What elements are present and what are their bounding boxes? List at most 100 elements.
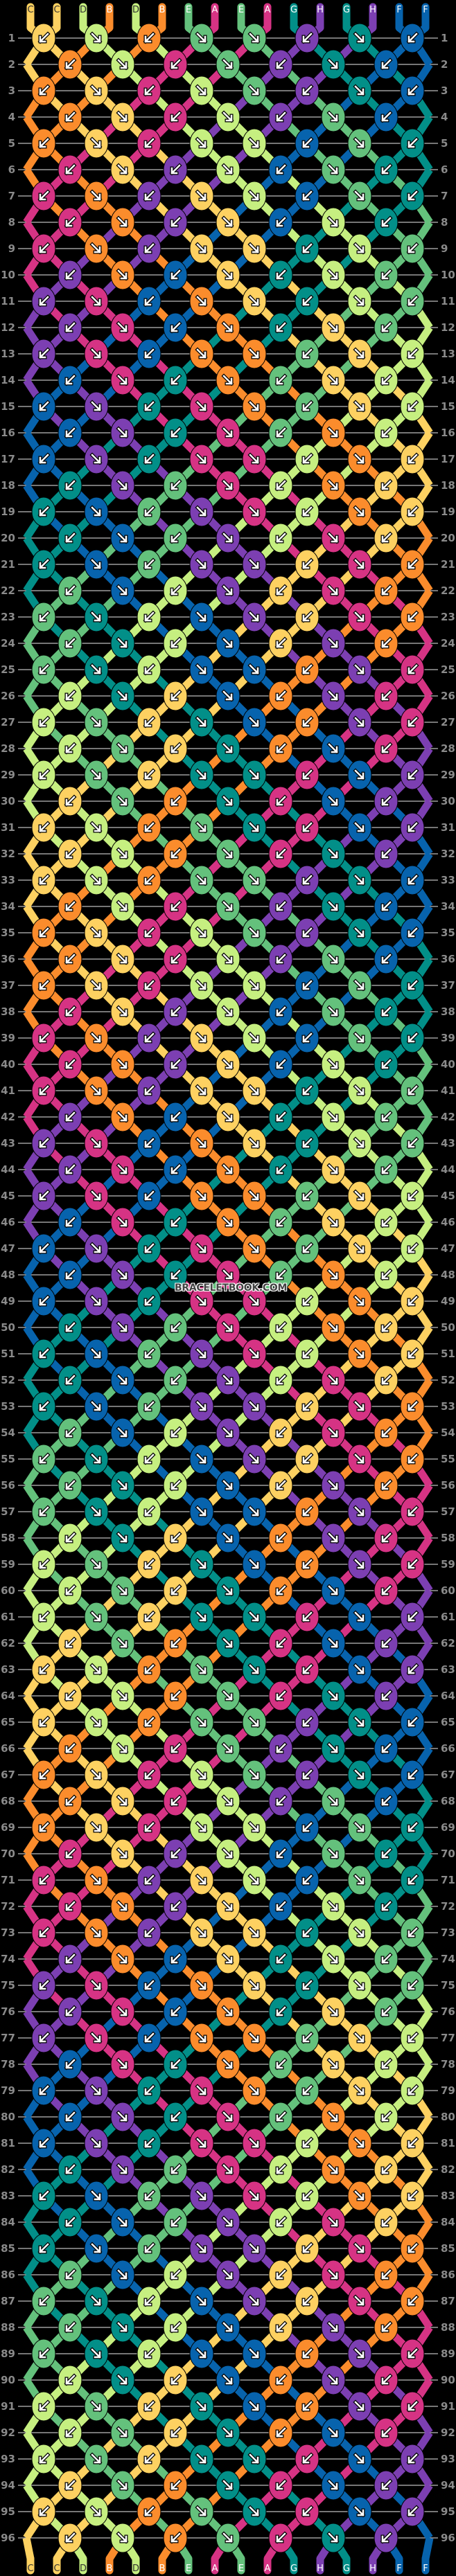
knot[interactable]	[295, 707, 319, 737]
knot[interactable]	[84, 2391, 109, 2422]
knot[interactable]	[137, 1549, 161, 1580]
knot[interactable]	[163, 1839, 188, 1869]
knot[interactable]	[216, 2154, 240, 2185]
knot[interactable]	[137, 1128, 161, 1159]
knot[interactable]	[321, 681, 346, 711]
knot[interactable]	[268, 154, 293, 185]
knot[interactable]	[321, 207, 346, 238]
knot[interactable]	[347, 2023, 372, 2053]
knot[interactable]	[268, 2260, 293, 2290]
knot[interactable]	[242, 918, 267, 948]
knot[interactable]	[400, 1970, 425, 2001]
knot[interactable]	[216, 1049, 240, 1080]
knot[interactable]	[31, 1812, 56, 1843]
knot[interactable]	[216, 2102, 240, 2132]
knot[interactable]	[400, 654, 425, 685]
knot[interactable]	[31, 654, 56, 685]
knot[interactable]	[189, 391, 214, 422]
knot[interactable]	[137, 1181, 161, 1211]
knot[interactable]	[110, 154, 135, 185]
knot[interactable]	[31, 918, 56, 948]
knot[interactable]	[295, 970, 319, 1001]
knot[interactable]	[84, 1233, 109, 1264]
knot[interactable]	[295, 1023, 319, 1053]
knot[interactable]	[58, 2470, 82, 2501]
knot[interactable]	[321, 1260, 346, 1290]
knot[interactable]	[84, 2233, 109, 2264]
knot[interactable]	[189, 1760, 214, 1790]
knot[interactable]	[347, 2181, 372, 2211]
knot[interactable]	[347, 654, 372, 685]
knot[interactable]	[347, 339, 372, 369]
knot[interactable]	[242, 654, 267, 685]
knot[interactable]	[189, 1496, 214, 1527]
knot[interactable]	[374, 786, 398, 816]
knot[interactable]	[189, 1391, 214, 1422]
knot[interactable]	[31, 1391, 56, 1422]
knot[interactable]	[295, 1865, 319, 1895]
knot[interactable]	[137, 23, 161, 53]
knot[interactable]	[242, 2075, 267, 2106]
knot[interactable]	[374, 2207, 398, 2237]
knot[interactable]	[137, 1075, 161, 1106]
knot[interactable]	[163, 1207, 188, 1237]
knot[interactable]	[295, 1917, 319, 1948]
knot[interactable]	[31, 2338, 56, 2369]
knot[interactable]	[58, 523, 82, 553]
knot[interactable]	[189, 23, 214, 53]
knot[interactable]	[31, 23, 56, 53]
knot[interactable]	[58, 102, 82, 132]
knot[interactable]	[216, 575, 240, 606]
knot[interactable]	[268, 1470, 293, 1501]
knot[interactable]	[374, 1470, 398, 1501]
knot[interactable]	[347, 2286, 372, 2316]
knot[interactable]	[321, 839, 346, 869]
knot[interactable]	[400, 1339, 425, 1369]
knot[interactable]	[374, 733, 398, 764]
knot[interactable]	[31, 391, 56, 422]
knot[interactable]	[347, 1444, 372, 1474]
knot[interactable]	[321, 1049, 346, 1080]
knot[interactable]	[137, 1917, 161, 1948]
knot[interactable]	[295, 1707, 319, 1737]
knot[interactable]	[400, 23, 425, 53]
knot[interactable]	[137, 2496, 161, 2527]
knot[interactable]	[321, 2417, 346, 2448]
knot[interactable]	[321, 1681, 346, 1711]
knot[interactable]	[268, 102, 293, 132]
knot[interactable]	[347, 2338, 372, 2369]
knot[interactable]	[242, 2391, 267, 2422]
knot[interactable]	[400, 602, 425, 632]
knot[interactable]	[137, 812, 161, 843]
knot[interactable]	[137, 233, 161, 264]
knot[interactable]	[163, 891, 188, 922]
knot[interactable]	[347, 128, 372, 159]
knot[interactable]	[242, 812, 267, 843]
knot[interactable]	[163, 1523, 188, 1553]
knot[interactable]	[189, 602, 214, 632]
knot[interactable]	[84, 654, 109, 685]
knot[interactable]	[242, 549, 267, 580]
knot[interactable]	[137, 1970, 161, 2001]
knot[interactable]	[163, 1102, 188, 1132]
knot[interactable]	[84, 497, 109, 527]
knot[interactable]	[400, 2496, 425, 2527]
knot[interactable]	[242, 181, 267, 211]
knot[interactable]	[189, 1181, 214, 1211]
knot[interactable]	[374, 154, 398, 185]
knot[interactable]	[295, 75, 319, 106]
knot[interactable]	[400, 391, 425, 422]
knot[interactable]	[347, 602, 372, 632]
knot[interactable]	[400, 2181, 425, 2211]
knot[interactable]	[347, 444, 372, 474]
knot[interactable]	[163, 1154, 188, 1185]
knot[interactable]	[216, 2417, 240, 2448]
knot[interactable]	[110, 2207, 135, 2237]
knot[interactable]	[268, 2365, 293, 2395]
knot[interactable]	[58, 891, 82, 922]
knot[interactable]	[347, 181, 372, 211]
knot[interactable]	[268, 2154, 293, 2185]
knot[interactable]	[163, 1575, 188, 1606]
knot[interactable]	[58, 575, 82, 606]
knot[interactable]	[84, 1128, 109, 1159]
